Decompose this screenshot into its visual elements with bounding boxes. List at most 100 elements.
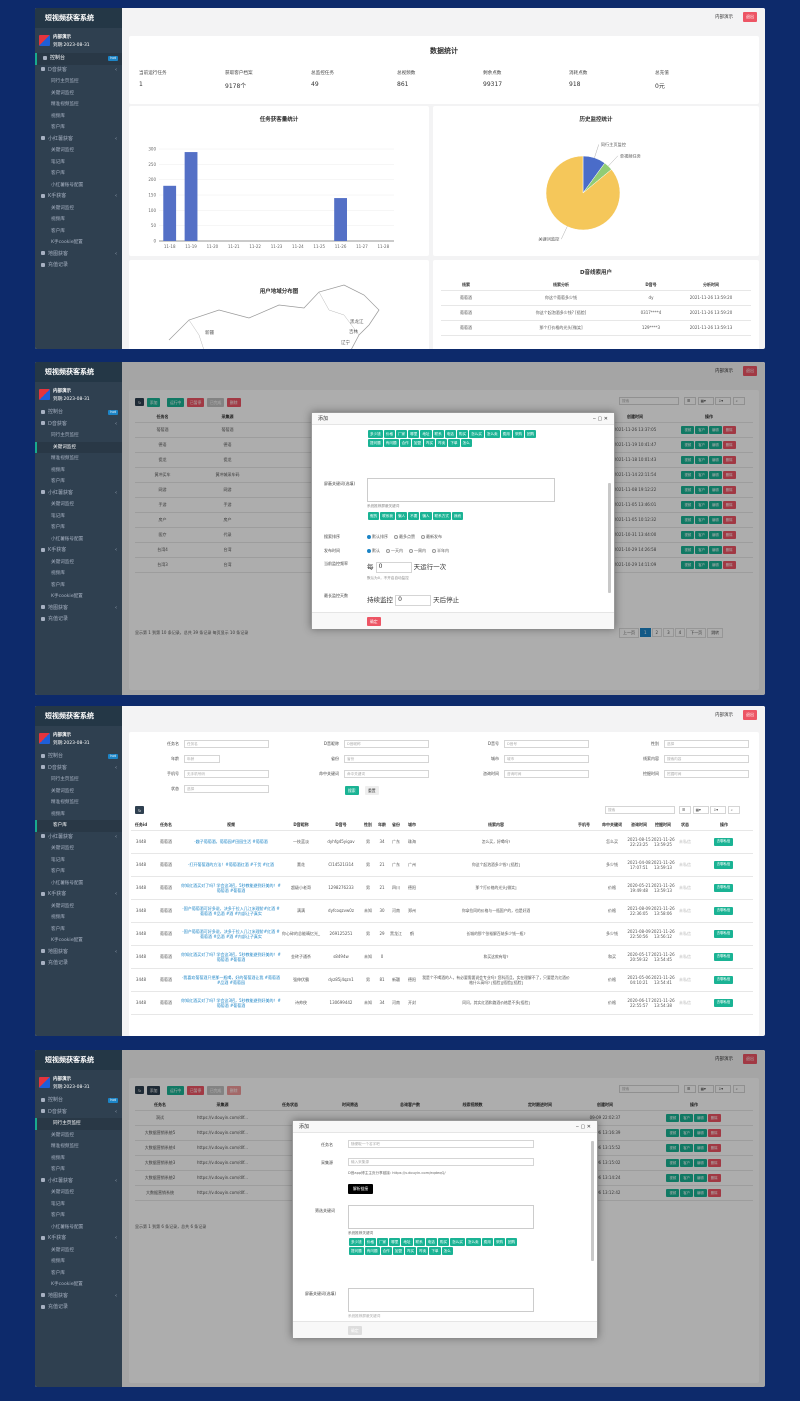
edit-button[interactable]: 编辑: [694, 1188, 707, 1197]
keyword-tag[interactable]: 联系: [413, 1238, 425, 1246]
keyword-tag[interactable]: 下单: [448, 439, 460, 447]
exclude-textarea[interactable]: [367, 478, 555, 502]
keyword-tag[interactable]: 电话: [425, 1238, 437, 1246]
filter-input[interactable]: D音号: [504, 740, 589, 748]
sidebar-item[interactable]: 小红薯账号配置: [35, 180, 122, 192]
sidebar-item[interactable]: 关键词监控: [35, 145, 122, 157]
sidebar-item[interactable]: 视频库: [35, 465, 122, 477]
sidebar-item[interactable]: 关键词监控: [35, 1187, 122, 1199]
table-row[interactable]: 3448 葡萄酒 你知红酒买对了吗? 学会这3招，5秒教能避到好美的！#葡萄酒 #葡…: [131, 945, 753, 969]
video-title[interactable]: 你知红酒买对了吗? 学会这3招，5秒教能避到好美的！#葡萄酒 #葡萄酒: [181, 951, 281, 962]
sidebar-item[interactable]: 客户库: [35, 580, 122, 592]
delete-button[interactable]: 删除: [722, 515, 736, 524]
done-filter-button[interactable]: 已完成: [206, 1086, 225, 1095]
reset-button[interactable]: 重置: [365, 786, 379, 795]
delete-button[interactable]: 删除: [722, 500, 736, 509]
customers-button[interactable]: 客户: [680, 1113, 693, 1122]
filter-input[interactable]: 省份: [344, 755, 429, 763]
columns-icon[interactable]: ▦▾: [697, 397, 714, 405]
keyword-tag[interactable]: 合作: [380, 1247, 392, 1255]
sidebar-item[interactable]: 充值记录: [35, 1302, 122, 1314]
edit-button[interactable]: 编辑: [694, 1143, 707, 1152]
filter-input[interactable]: 选择: [664, 740, 749, 748]
sidebar-item[interactable]: 同行主页监控: [35, 774, 122, 786]
radio-option[interactable]: 一天内: [386, 548, 403, 553]
keyword-tag[interactable]: 有问题: [364, 1247, 380, 1255]
running-filter-button[interactable]: 运行中: [166, 398, 185, 407]
video-link[interactable]: -打开葡萄酒的方法！#葡萄酒红酒 #干货 #红酒: [181, 853, 281, 877]
delete-button[interactable]: 删除: [707, 1158, 721, 1167]
sidebar-item[interactable]: 控制台 hot: [35, 751, 122, 763]
video-link[interactable]: -国产葡萄酒可好多说，决多于拉入几江米理阶#红酒 #葡萄酒 #品酒 #酒 #内部…: [181, 922, 281, 946]
videos-button[interactable]: 视频: [681, 470, 695, 479]
close-icon[interactable]: ‒ ▢ ✕: [592, 416, 608, 422]
sidebar-item[interactable]: 关键词监控: [35, 88, 122, 100]
sidebar-item[interactable]: 小红薯获客 ‹: [35, 1176, 122, 1188]
columns-icon[interactable]: ▦▾: [692, 806, 709, 814]
sidebar-item[interactable]: 客户库: [35, 1164, 122, 1176]
keyword-tag[interactable]: 怎么卖: [465, 1238, 481, 1246]
logout-button[interactable]: 退出: [743, 366, 757, 376]
paused-filter-button[interactable]: 已暂停: [186, 1086, 205, 1095]
sidebar-item[interactable]: 地图获客 ‹: [35, 947, 122, 959]
customers-button[interactable]: 客户: [695, 500, 708, 509]
private-message-button[interactable]: 去聊私信: [713, 860, 734, 869]
keyword-tag[interactable]: 购买: [437, 1238, 450, 1246]
sidebar-item[interactable]: 精准视频监控: [35, 99, 122, 111]
delete-button[interactable]: 删除: [722, 425, 736, 434]
sidebar-item[interactable]: 视频库: [35, 111, 122, 123]
keyword-tag[interactable]: 费用: [481, 1238, 493, 1246]
edit-button[interactable]: 编辑: [694, 1158, 707, 1167]
logout-button[interactable]: 退出: [743, 710, 757, 720]
keyword-tag[interactable]: 价格: [383, 430, 395, 438]
filter-input[interactable]: 城市: [504, 755, 589, 763]
logout-button[interactable]: 退出: [743, 1054, 757, 1064]
list-view-icon[interactable]: ☰: [679, 806, 691, 814]
page-button[interactable]: 上一页: [619, 628, 639, 638]
sidebar-item[interactable]: 充值记录: [35, 260, 122, 272]
sidebar-item[interactable]: D音获客 ‹: [35, 1107, 122, 1119]
keyword-tag[interactable]: 骗人: [395, 512, 408, 520]
sidebar-item[interactable]: 笔记库: [35, 511, 122, 523]
videos-button[interactable]: 视频: [681, 560, 695, 569]
sidebar-item[interactable]: 笔记库: [35, 855, 122, 867]
keyword-tag[interactable]: 我而: [451, 512, 464, 520]
page-button[interactable]: 下一页: [686, 628, 707, 638]
delete-button[interactable]: 删除: [722, 440, 736, 449]
keyword-tag[interactable]: 哪里: [389, 1238, 401, 1246]
sidebar-item[interactable]: 视频库: [35, 1256, 122, 1268]
sidebar-item[interactable]: 充值记录: [35, 958, 122, 970]
freq-select[interactable]: 0: [375, 561, 412, 573]
video-link[interactable]: 你知红酒买对了吗? 学会这3招，5秒教能避到好美的！#葡萄酒 #葡萄酒: [181, 991, 281, 1015]
delete-button[interactable]: 删除: [226, 398, 241, 407]
video-title[interactable]: -打开葡萄酒的方法！#葡萄酒红酒 #干货 #红酒: [187, 862, 275, 867]
sidebar-item[interactable]: 视频库: [35, 912, 122, 924]
sidebar-item[interactable]: 地图获客 ‹: [35, 1291, 122, 1303]
customers-button[interactable]: 客户: [695, 440, 708, 449]
edit-button[interactable]: 编辑: [709, 455, 722, 464]
sidebar-item[interactable]: K手cookie配置: [35, 1279, 122, 1291]
done-filter-button[interactable]: 已完成: [206, 398, 225, 407]
sidebar-item[interactable]: 同行主页监控: [35, 1118, 122, 1130]
sidebar-item[interactable]: 控制台 hot: [35, 53, 122, 65]
page-button[interactable]: 1: [640, 628, 651, 637]
sidebar-item[interactable]: 同行主页监控: [35, 430, 122, 442]
videos-button[interactable]: 视频: [681, 440, 695, 449]
keyword-tag[interactable]: 厂家: [395, 430, 408, 438]
keyword-tag[interactable]: 多少钱: [349, 1238, 364, 1246]
search-input[interactable]: 搜索: [619, 1085, 679, 1093]
page-button[interactable]: 2: [651, 628, 663, 637]
keyword-tag[interactable]: 不要: [408, 512, 420, 520]
filter-input[interactable]: 选择: [184, 785, 269, 793]
filter-input[interactable]: 命中关键词: [344, 770, 429, 778]
sidebar-item[interactable]: 小红薯获客 ‹: [35, 134, 122, 146]
videos-button[interactable]: 视频: [666, 1113, 680, 1122]
keyword-tag[interactable]: 咋卖: [417, 1247, 429, 1255]
video-title[interactable]: -国产葡萄酒可好多说，决多于拉入几江米理阶#红酒 #葡萄酒 #品酒 #酒 #内部…: [182, 928, 280, 939]
videos-button[interactable]: 视频: [681, 515, 695, 524]
search-input[interactable]: 搜索: [619, 397, 679, 405]
radio-option[interactable]: 半年内: [432, 548, 449, 553]
sidebar-item[interactable]: 同行主页监控: [35, 76, 122, 88]
columns-icon[interactable]: ▦▾: [697, 1085, 714, 1093]
page-button[interactable]: 4: [674, 628, 686, 637]
